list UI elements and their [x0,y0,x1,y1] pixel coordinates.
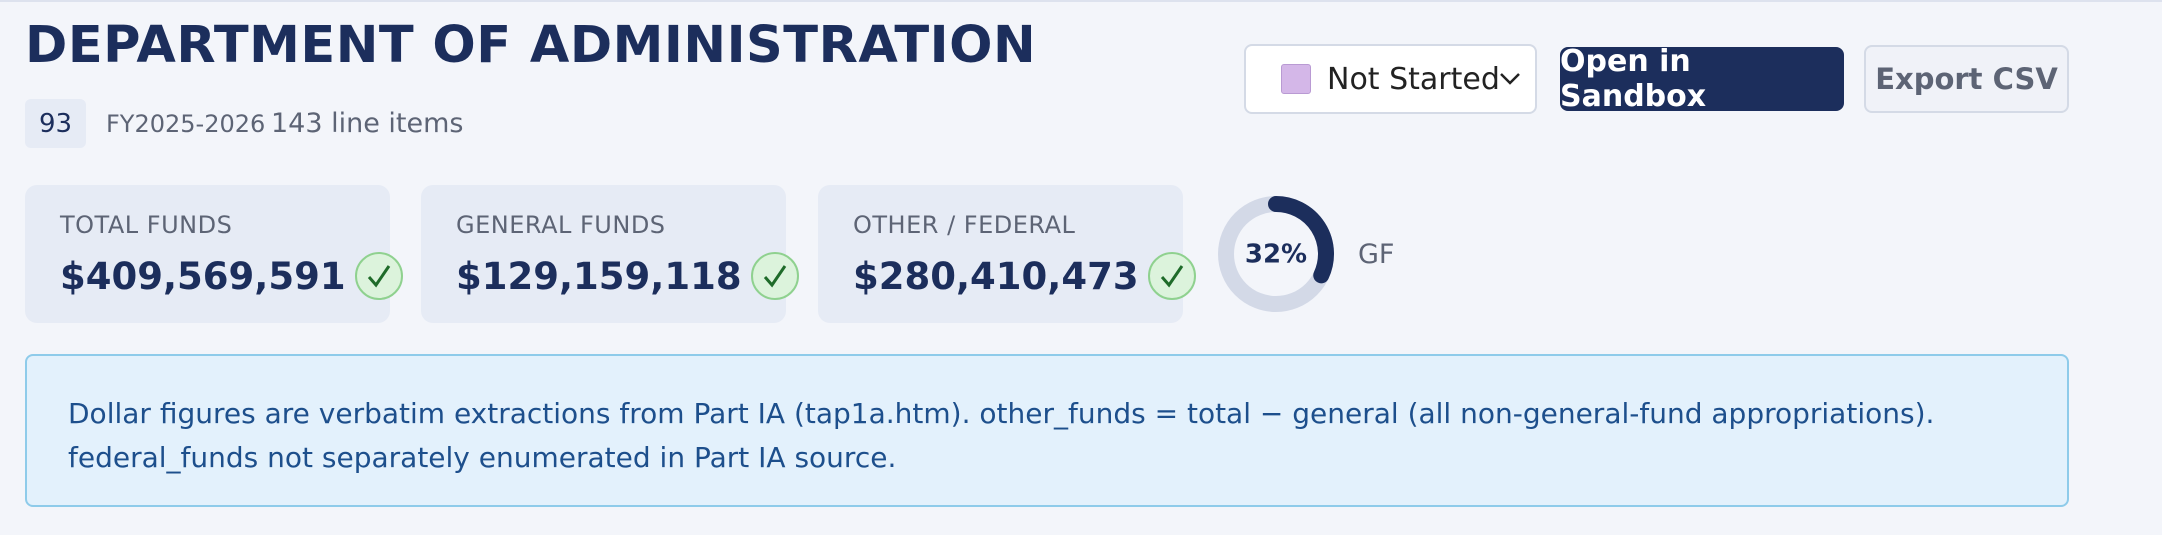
fiscal-year: FY2025-2026 [106,110,266,138]
card-value: $280,410,473 [853,254,1139,298]
chevron [1500,73,1520,85]
status-text: Not Started [1327,61,1500,97]
card-label: OTHER / FEDERAL [853,211,1076,239]
card-value-row: $280,410,473 [853,251,1197,301]
gf-gauge: 32% [1218,196,1334,312]
gauge-arc [1268,196,1334,284]
card-value-row: $129,159,118 [456,251,800,301]
fund-card: GENERAL FUNDS $129,159,118 [421,185,799,323]
line-items: 143 line items [271,108,464,139]
status-swatch [1281,64,1311,94]
fund-card: TOTAL FUNDS $409,569,591 [25,185,403,323]
gauge-label: GF [1358,239,1395,270]
check-icon [1147,252,1196,300]
status-select[interactable]: Not Started [1244,44,1537,114]
card-value-row: $409,569,591 [60,251,404,301]
card-label: TOTAL FUNDS [60,211,233,239]
export-csv-button[interactable]: Export CSV [1864,45,2069,113]
open-sandbox-button[interactable]: Open in Sandbox [1560,44,1844,114]
check-icon [750,252,799,300]
badge: 93 [25,99,86,148]
check-icon [354,252,403,300]
fund-card: OTHER / FEDERAL $280,410,473 [818,185,1196,323]
card-value: $409,569,591 [60,254,346,298]
department-title: DEPARTMENT OF ADMINISTRATION [25,16,1037,75]
gauge-value: 32% [1245,240,1307,270]
card-label: GENERAL FUNDS [456,211,666,239]
card-value: $129,159,118 [456,254,742,298]
note: Dollar figures are verbatim extractions … [25,354,2069,507]
